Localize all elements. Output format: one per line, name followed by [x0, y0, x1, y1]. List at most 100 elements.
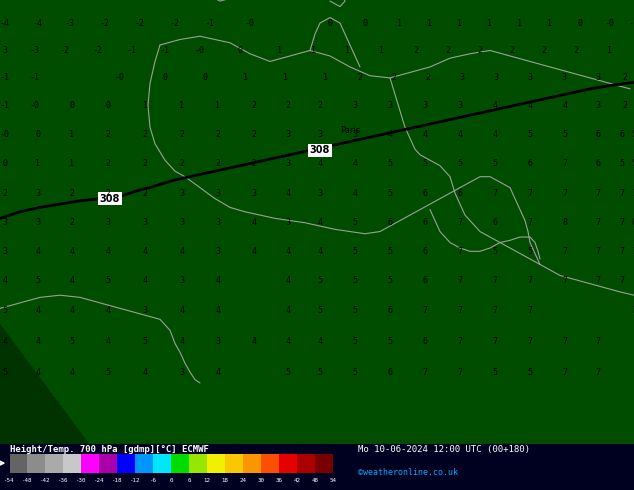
Text: 5: 5 [631, 159, 634, 168]
Text: 1: 1 [70, 159, 75, 168]
Text: 4: 4 [422, 130, 427, 140]
Bar [46, 454, 63, 473]
Text: -4: -4 [33, 19, 43, 27]
Text: 3: 3 [527, 74, 533, 82]
Text: 3: 3 [285, 130, 290, 140]
Text: 3: 3 [179, 276, 184, 285]
Text: 2: 2 [252, 130, 257, 140]
Text: 3: 3 [216, 218, 221, 227]
Text: 1: 1 [311, 46, 316, 55]
Text: 5: 5 [105, 368, 110, 376]
Text: 1: 1 [398, 19, 403, 27]
Text: 5: 5 [527, 130, 533, 140]
Text: 2: 2 [143, 189, 148, 197]
Text: 1: 1 [323, 74, 328, 82]
Text: -1: -1 [127, 46, 137, 55]
Text: 7: 7 [595, 337, 600, 346]
Text: 12: 12 [204, 478, 210, 483]
Bar [100, 454, 117, 473]
Text: 7: 7 [458, 368, 462, 376]
Text: 30: 30 [257, 478, 264, 483]
Text: 2: 2 [392, 74, 396, 82]
Text: 4: 4 [143, 276, 148, 285]
Text: 1: 1 [346, 46, 351, 55]
Text: 5: 5 [3, 368, 8, 376]
Text: 5: 5 [527, 368, 533, 376]
Text: 7: 7 [493, 337, 498, 346]
Text: -1: -1 [0, 74, 10, 82]
Text: 3: 3 [216, 337, 221, 346]
Bar [27, 454, 46, 473]
Text: 3: 3 [318, 130, 323, 140]
Text: 2: 2 [105, 159, 110, 168]
Text: 7: 7 [562, 276, 567, 285]
Text: 4: 4 [285, 189, 290, 197]
Text: 0: 0 [162, 74, 167, 82]
Text: 6: 6 [595, 159, 600, 168]
Text: 3: 3 [3, 46, 8, 55]
Text: 0: 0 [202, 74, 207, 82]
Text: -24: -24 [94, 478, 105, 483]
Text: -1: -1 [629, 19, 634, 27]
Text: 7: 7 [527, 218, 533, 227]
Text: 4: 4 [562, 101, 567, 110]
Text: 3: 3 [3, 247, 8, 256]
Text: 5: 5 [318, 306, 323, 315]
Text: -2: -2 [100, 19, 110, 27]
Text: 4: 4 [179, 247, 184, 256]
Text: 6: 6 [422, 218, 427, 227]
Text: 3: 3 [285, 159, 290, 168]
Text: 0: 0 [238, 46, 242, 55]
Text: 5: 5 [527, 247, 533, 256]
Text: 48: 48 [311, 478, 318, 483]
Text: -54: -54 [4, 478, 15, 483]
Text: 1: 1 [70, 130, 75, 140]
Text: 3: 3 [216, 247, 221, 256]
Text: 4: 4 [285, 247, 290, 256]
Text: 4: 4 [105, 306, 110, 315]
Text: 0: 0 [105, 101, 110, 110]
Text: 6: 6 [458, 189, 462, 197]
Bar [243, 454, 261, 473]
Bar [135, 454, 153, 473]
Text: 3: 3 [216, 189, 221, 197]
Text: 5: 5 [353, 368, 358, 376]
Text: 2: 2 [574, 46, 578, 55]
Text: 2: 2 [623, 101, 628, 110]
Text: -42: -42 [40, 478, 51, 483]
Text: 5: 5 [285, 368, 290, 376]
Bar [279, 454, 297, 473]
Text: 3: 3 [460, 74, 465, 82]
Text: 6: 6 [387, 368, 392, 376]
Text: 3: 3 [595, 101, 600, 110]
Text: -48: -48 [22, 478, 33, 483]
Text: 7: 7 [619, 247, 624, 256]
Text: 6: 6 [422, 337, 427, 346]
Text: -0: -0 [245, 19, 255, 27]
Text: 2: 2 [3, 189, 8, 197]
Text: 2: 2 [70, 189, 75, 197]
Text: 1: 1 [283, 74, 287, 82]
Text: 0: 0 [70, 101, 75, 110]
Text: 5: 5 [562, 130, 567, 140]
Text: 1: 1 [488, 19, 493, 27]
Text: 6: 6 [188, 478, 191, 483]
Text: ©weatheronline.co.uk: ©weatheronline.co.uk [358, 468, 458, 477]
Bar [153, 454, 171, 473]
Text: 5: 5 [493, 368, 498, 376]
Text: 4: 4 [458, 130, 462, 140]
Text: 7: 7 [595, 276, 600, 285]
Text: 5: 5 [619, 159, 624, 168]
Text: 2: 2 [143, 159, 148, 168]
Text: 2: 2 [179, 159, 184, 168]
Text: 3: 3 [143, 306, 148, 315]
Bar [171, 454, 189, 473]
Bar [10, 454, 27, 473]
Text: 7: 7 [527, 337, 533, 346]
Text: 1: 1 [179, 101, 184, 110]
Text: -12: -12 [130, 478, 141, 483]
Text: 2: 2 [252, 101, 257, 110]
Bar [81, 454, 100, 473]
Text: 7: 7 [422, 368, 427, 376]
Text: 5: 5 [387, 159, 392, 168]
